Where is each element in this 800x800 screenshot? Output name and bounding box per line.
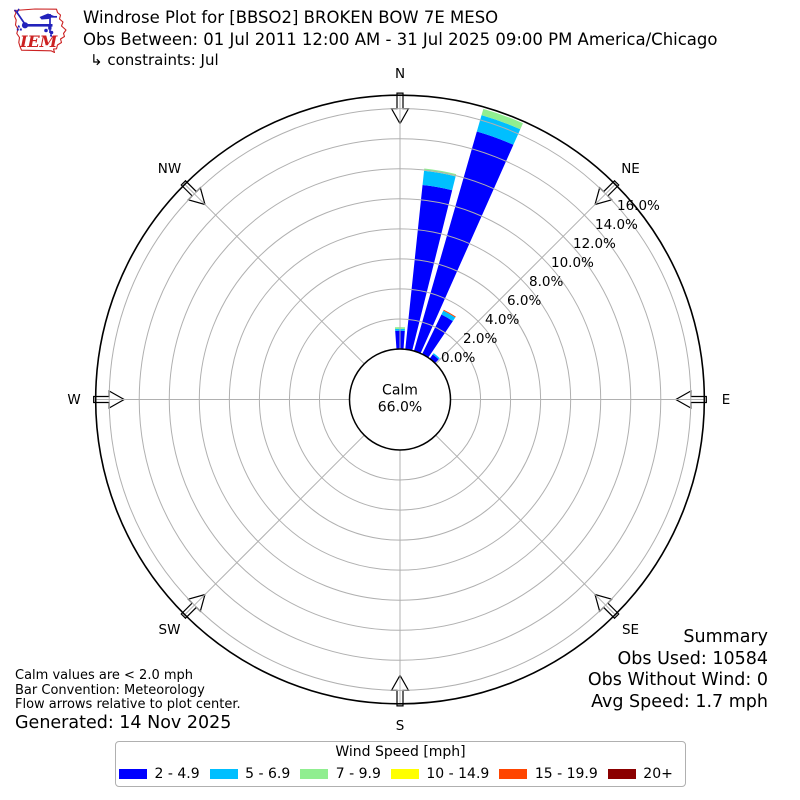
plot-subtitle: Obs Between: 01 Jul 2011 12:00 AM - 31 J… bbox=[83, 30, 718, 49]
legend-bin-label: 10 - 14.9 bbox=[426, 766, 490, 782]
iem-logo: IEM bbox=[5, 3, 69, 58]
legend-bin-label: 5 - 6.9 bbox=[245, 766, 291, 782]
legend-entry: 20+ bbox=[607, 766, 673, 782]
radial-tick-label: 6.0% bbox=[506, 293, 542, 310]
calm-circle bbox=[348, 348, 452, 451]
summary-block: Summary Obs Used: 10584 Obs Without Wind… bbox=[588, 627, 768, 713]
compass-label-se: SE bbox=[621, 622, 640, 639]
note-calm-threshold: Calm values are < 2.0 mph bbox=[15, 668, 194, 683]
radial-tick-label: 0.0% bbox=[440, 349, 476, 366]
compass-label-s: S bbox=[395, 717, 405, 734]
legend-entry: 7 - 9.9 bbox=[300, 766, 381, 782]
calm-center-label: Calm 66.0% bbox=[378, 383, 422, 416]
grid-spoke bbox=[435, 183, 616, 365]
iem-logo-text: IEM bbox=[19, 32, 59, 51]
windrose-bar-segment bbox=[413, 131, 514, 354]
windrose-bar-segment bbox=[405, 184, 453, 351]
radial-tick-label: 12.0% bbox=[572, 236, 616, 253]
windrose-bar-segment bbox=[443, 309, 456, 318]
radial-tick-label: 16.0% bbox=[616, 198, 660, 215]
plot-title: Windrose Plot for [BBSO2] BROKEN BOW 7E … bbox=[83, 8, 499, 27]
legend-entry: 15 - 19.9 bbox=[499, 766, 598, 782]
legend-entry: 5 - 6.9 bbox=[209, 766, 291, 782]
radial-tick-label: 10.0% bbox=[550, 255, 594, 272]
summary-obs-without-wind: Obs Without Wind: 0 bbox=[587, 670, 768, 690]
grid-spoke bbox=[184, 434, 365, 616]
legend-items: 2 - 4.9 5 - 6.9 7 - 9.9 10 - 14.9 15 - 19.9 2… bbox=[116, 766, 685, 782]
legend-title: Wind Speed [mph] bbox=[335, 744, 466, 760]
note-bar-convention: Bar Convention: Meteorology bbox=[15, 682, 205, 698]
legend-bin-label: 15 - 19.9 bbox=[534, 766, 598, 782]
legend-swatch bbox=[119, 769, 147, 779]
calm-word: Calm bbox=[382, 382, 418, 399]
wind-speed-legend: Wind Speed [mph] 2 - 4.9 5 - 6.9 7 - 9.9 10… bbox=[115, 741, 686, 787]
windrose-bar-segment bbox=[441, 310, 456, 322]
iowa-outline bbox=[13, 8, 67, 54]
windrose-bar-segment bbox=[422, 170, 456, 191]
legend-swatch bbox=[209, 769, 238, 779]
radial-tick-label: 4.0% bbox=[484, 312, 520, 329]
wind-vane-icon bbox=[13, 8, 57, 37]
windrose-bar-segment bbox=[432, 353, 440, 360]
legend-swatch bbox=[607, 769, 636, 779]
windrose-bar-segment bbox=[481, 108, 523, 130]
windrose-bar-segment bbox=[429, 354, 439, 364]
windrose-bar-segment bbox=[422, 314, 453, 358]
compass-label-nw: NW bbox=[157, 160, 182, 177]
compass-label-ne: NE bbox=[621, 160, 640, 177]
legend-bin-label: 20+ bbox=[643, 766, 673, 782]
plot-notes: Calm values are < 2.0 mph Bar Convention… bbox=[15, 668, 241, 713]
outer-boundary-circle bbox=[94, 94, 706, 705]
legend-entry: 10 - 14.9 bbox=[390, 766, 490, 782]
summary-title: Summary bbox=[683, 627, 768, 647]
legend-swatch bbox=[499, 769, 528, 779]
radial-tick-label: 14.0% bbox=[594, 217, 638, 234]
summary-obs-used: Obs Used: 10584 bbox=[617, 648, 769, 669]
summary-avg-speed: Avg Speed: 1.7 mph bbox=[591, 691, 768, 712]
calm-percent: 66.0% bbox=[377, 399, 423, 415]
legend-bin-label: 2 - 4.9 bbox=[154, 766, 200, 782]
grid-spoke bbox=[184, 183, 365, 365]
compass-label-n: N bbox=[394, 65, 406, 82]
plot-constraints: ↳ constraints: Jul bbox=[90, 51, 219, 69]
compass-label-sw: SW bbox=[158, 622, 181, 639]
legend-swatch bbox=[300, 769, 329, 779]
compass-label-e: E bbox=[721, 391, 731, 408]
grid-spoke bbox=[435, 434, 616, 616]
note-flow-arrows: Flow arrows relative to plot center. bbox=[15, 697, 241, 712]
compass-label-w: W bbox=[67, 391, 81, 408]
iem-logo-graphic: IEM bbox=[13, 8, 67, 54]
legend-bin-label: 7 - 9.9 bbox=[335, 766, 381, 782]
radial-tick-label: 2.0% bbox=[462, 331, 498, 348]
legend-entry: 2 - 4.9 bbox=[119, 766, 200, 782]
generated-timestamp: Generated: 14 Nov 2025 bbox=[15, 713, 232, 733]
radial-tick-label: 8.0% bbox=[528, 274, 564, 291]
legend-swatch bbox=[390, 769, 419, 779]
